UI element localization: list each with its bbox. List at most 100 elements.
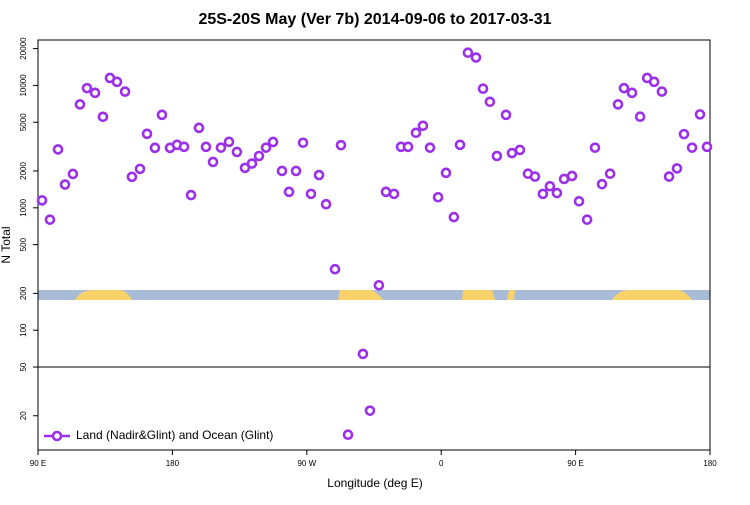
plot-frame xyxy=(37,39,711,451)
y-tick-label: 200 xyxy=(19,286,28,300)
data-point xyxy=(193,122,205,134)
x-axis-label: Longitude (deg E) xyxy=(327,476,422,490)
data-point xyxy=(134,163,146,175)
data-point xyxy=(276,165,288,177)
data-point xyxy=(223,136,235,148)
data-point xyxy=(36,195,48,206)
data-point xyxy=(612,99,624,110)
data-point xyxy=(185,189,197,201)
data-point xyxy=(290,165,302,177)
data-point xyxy=(313,169,325,181)
data-point xyxy=(260,142,272,153)
data-point xyxy=(52,144,64,155)
x-tick-label: 90 E xyxy=(567,459,583,468)
data-point xyxy=(694,109,706,120)
data-point xyxy=(618,82,630,94)
y-tick-label: 10000 xyxy=(19,74,28,97)
y-tick-label: 1000 xyxy=(19,198,28,216)
y-tick-label: 20 xyxy=(19,411,28,420)
data-point xyxy=(97,111,109,123)
data-point xyxy=(388,188,400,200)
data-point xyxy=(200,141,212,153)
legend-marker xyxy=(51,430,63,442)
x-tick-label: 90 W xyxy=(297,459,316,468)
land-ocean-strip xyxy=(38,290,710,300)
data-point xyxy=(484,96,496,108)
data-point xyxy=(410,127,422,139)
data-point xyxy=(477,83,489,95)
data-point xyxy=(156,109,168,121)
data-point xyxy=(470,52,482,63)
data-point xyxy=(551,187,563,199)
data-point xyxy=(514,144,526,156)
y-tick-label: 20000 xyxy=(19,37,28,60)
data-point xyxy=(454,139,466,151)
data-point xyxy=(178,141,190,153)
data-point xyxy=(432,191,444,203)
data-point xyxy=(589,142,601,153)
data-point xyxy=(581,214,593,225)
data-point xyxy=(663,171,675,182)
data-point xyxy=(335,139,347,151)
data-point xyxy=(402,141,414,153)
data-point xyxy=(604,168,616,179)
data-point xyxy=(141,128,153,140)
y-tick-label: 5000 xyxy=(19,113,28,131)
data-point xyxy=(417,120,429,132)
data-point xyxy=(626,87,638,99)
data-point xyxy=(491,150,503,162)
data-point xyxy=(67,168,79,180)
data-point xyxy=(267,136,279,148)
data-point xyxy=(380,186,392,198)
data-point xyxy=(596,178,608,190)
data-point xyxy=(566,170,578,182)
y-axis-label: N Total xyxy=(0,226,13,263)
data-point xyxy=(701,141,713,153)
data-point xyxy=(462,47,474,59)
data-point xyxy=(373,279,385,291)
data-point xyxy=(81,82,93,94)
data-point xyxy=(537,188,549,200)
x-tick-label: 180 xyxy=(166,459,180,468)
data-point xyxy=(544,180,556,192)
data-point xyxy=(424,142,436,153)
data-point xyxy=(283,186,295,198)
data-point xyxy=(364,405,376,416)
chart-title: 25S-20S May (Ver 7b) 2014-09-06 to 2017-… xyxy=(198,11,551,28)
y-tick-label: 2000 xyxy=(19,162,28,180)
data-point xyxy=(500,109,512,121)
data-point xyxy=(59,179,71,190)
data-point xyxy=(149,142,161,154)
data-point xyxy=(671,163,683,174)
data-point xyxy=(253,150,265,162)
data-point xyxy=(305,188,317,200)
x-tick-label: 90 E xyxy=(30,459,46,468)
data-point xyxy=(74,99,86,110)
data-point xyxy=(648,76,660,88)
y-tick-label: 50 xyxy=(19,362,28,371)
data-point xyxy=(634,111,646,123)
data-point xyxy=(656,86,668,97)
y-tick-label: 100 xyxy=(19,323,28,337)
data-point xyxy=(246,158,258,169)
data-point xyxy=(329,263,341,275)
data-point xyxy=(686,142,698,153)
x-tick-label: 180 xyxy=(703,459,717,468)
legend-label: Land (Nadir&Glint) and Ocean (Glint) xyxy=(76,428,273,442)
data-point xyxy=(89,87,101,99)
y-tick-label: 500 xyxy=(19,237,28,251)
data-point xyxy=(320,198,332,210)
data-point xyxy=(440,167,452,179)
data-point xyxy=(44,214,56,225)
data-point xyxy=(448,211,460,223)
x-tick-label: 0 xyxy=(439,459,444,468)
data-point xyxy=(297,137,309,149)
data-point xyxy=(678,128,690,140)
data-point xyxy=(342,429,354,441)
data-point xyxy=(357,348,369,360)
data-point xyxy=(119,86,131,97)
data-point xyxy=(231,146,243,158)
data-point xyxy=(215,142,227,153)
data-point xyxy=(207,156,219,168)
